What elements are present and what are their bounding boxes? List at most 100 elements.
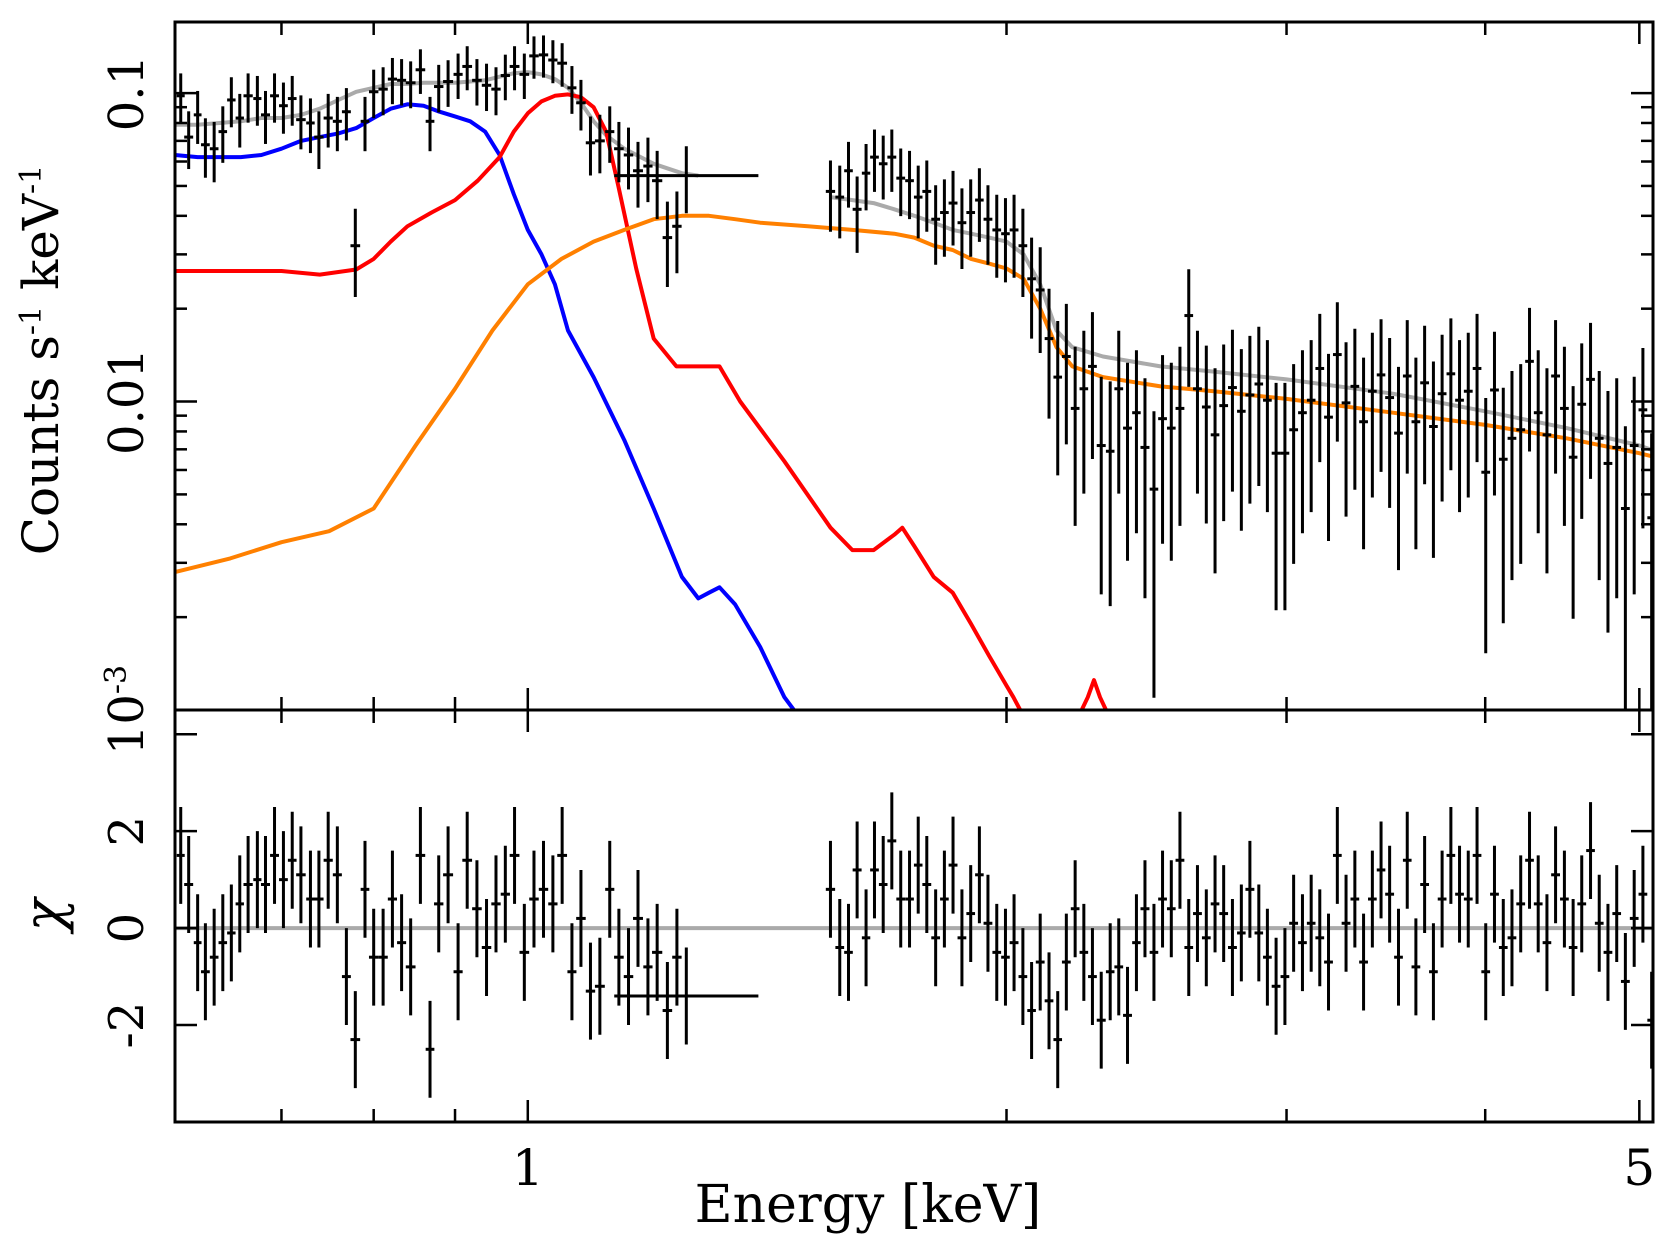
data-point: [443, 60, 454, 107]
data-point: [1560, 346, 1569, 526]
residual-point: [1123, 966, 1132, 1064]
x-tick-label: 5: [1623, 1139, 1655, 1197]
data-point: [1612, 378, 1622, 599]
data-point: [270, 73, 279, 123]
data-point: [1140, 378, 1150, 599]
data-point: [992, 194, 1002, 278]
data-point: [1420, 325, 1430, 485]
residual-point: [296, 826, 306, 924]
residual-point: [623, 928, 634, 1026]
data-point: [519, 53, 530, 99]
data-point: [260, 90, 271, 144]
data-point: [509, 46, 520, 91]
data-point: [948, 170, 958, 246]
data-point: [1350, 328, 1360, 490]
residual-point: [519, 903, 530, 1001]
residual-point: [1420, 836, 1430, 933]
data-point: [672, 191, 682, 274]
residual-point: [870, 821, 879, 919]
data-point: [462, 46, 473, 91]
residual-point: [1088, 928, 1097, 1026]
data-point: [1533, 350, 1543, 534]
residual-point: [1219, 865, 1229, 963]
data-point: [1324, 353, 1333, 542]
data-point: [1577, 343, 1587, 519]
data-point: [387, 57, 398, 105]
data-point: [1175, 346, 1185, 526]
data-point: [1498, 387, 1508, 624]
residual-point: [1620, 932, 1630, 1030]
residual-point: [1140, 860, 1150, 958]
residual-point: [896, 850, 906, 948]
residual-point: [1463, 850, 1473, 948]
data-point: [1009, 194, 1019, 278]
data-point: [825, 160, 836, 232]
y-tick-label: 10-3: [99, 665, 156, 755]
residual-point: [940, 850, 949, 948]
residual-point: [368, 908, 379, 1006]
residual-point: [975, 826, 984, 924]
residual-point: [1455, 845, 1464, 943]
residual-point: [462, 811, 473, 909]
residual-point: [1568, 899, 1578, 996]
residual-point: [825, 840, 836, 938]
bottom-panel-frame: [173, 708, 1655, 1124]
data-point: [218, 106, 228, 163]
residual-point: [992, 903, 1002, 1001]
residual-point: [1533, 855, 1543, 953]
residual-point: [509, 806, 520, 904]
residual-point: [557, 806, 568, 904]
data-point: [1455, 340, 1464, 513]
residual-point: [1001, 908, 1010, 1006]
data-point: [1184, 269, 1194, 387]
residual-point: [605, 840, 615, 938]
residual-point: [662, 962, 673, 1059]
data-point: [1629, 376, 1639, 595]
residual-point: [1490, 845, 1499, 943]
residual-point: [1070, 860, 1080, 958]
top-panel-ticks: [175, 22, 1653, 712]
residual-point: [905, 850, 914, 948]
data-point: [529, 36, 539, 79]
residual-data-points: [176, 792, 1653, 1098]
residual-point: [415, 806, 426, 904]
residual-point: [1245, 840, 1255, 938]
data-point: [1210, 368, 1220, 574]
residual-point: [966, 865, 976, 963]
residual-point: [614, 947, 759, 1045]
residual-point: [1603, 903, 1613, 1001]
data-point: [368, 69, 379, 119]
residual-point: [270, 806, 279, 904]
data-point: [1263, 340, 1272, 513]
residual-point: [1201, 889, 1211, 987]
residual-point: [360, 840, 370, 938]
data-point: [844, 141, 853, 208]
model-curve-comp-2: [175, 92, 1022, 710]
data-point: [279, 82, 288, 134]
residual-point: [1394, 908, 1403, 1006]
data-point: [253, 75, 262, 126]
top-y-axis-title: Counts s-1 keV-1: [12, 165, 70, 555]
data-point: [1053, 321, 1063, 476]
residual-point: [1044, 952, 1054, 1050]
data-point: [1123, 362, 1132, 561]
bottom-y-axis-title: χ: [12, 895, 75, 935]
residual-point: [1498, 899, 1508, 996]
residual-point: [567, 923, 577, 1021]
data-point: [887, 129, 897, 192]
residual-point: [594, 937, 605, 1035]
data-point: [1620, 426, 1630, 710]
residual-point: [1254, 884, 1264, 982]
data-point: [835, 165, 845, 239]
data-point: [594, 114, 605, 174]
residual-point: [235, 855, 244, 953]
data-point: [332, 96, 342, 152]
residual-point: [614, 908, 624, 1006]
data-point: [1027, 237, 1036, 339]
data-point: [201, 118, 210, 178]
residual-point: [878, 836, 888, 933]
data-point: [415, 49, 426, 94]
data-point: [1306, 340, 1316, 513]
data-point: [184, 111, 194, 170]
residual-point: [1298, 894, 1307, 992]
